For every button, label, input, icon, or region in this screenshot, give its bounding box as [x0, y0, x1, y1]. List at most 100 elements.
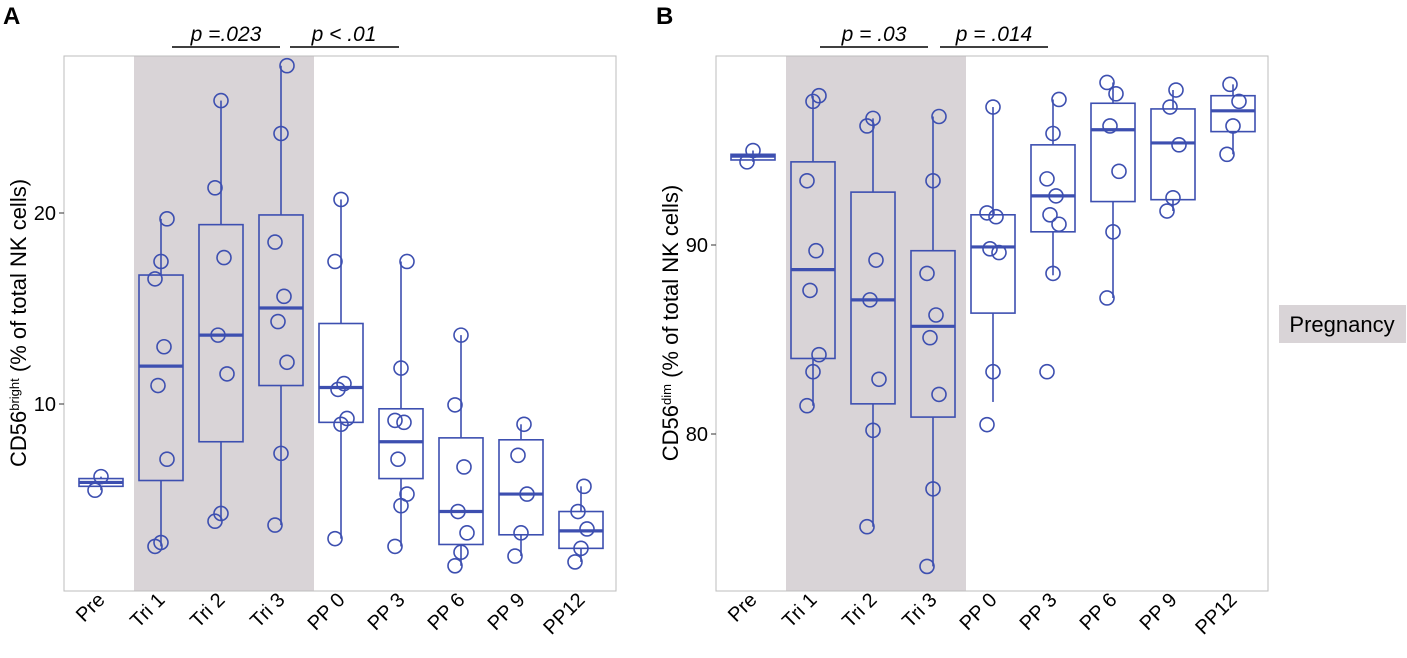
panel-b-pp0-point: [979, 205, 995, 221]
panel-b-pp6-point: [1105, 224, 1121, 240]
panel-a-pp6-point: [453, 544, 469, 561]
panel-b-tri1-point: [811, 87, 827, 104]
panel-b-pp3-point: [1048, 188, 1064, 204]
panel-b-pp9-point: [1171, 137, 1187, 153]
panel-b-ytick-label: 80: [686, 424, 708, 446]
panel-b-tri2-box: [850, 191, 896, 405]
panel-b-tri3-point: [925, 172, 941, 189]
panel-a-pre-point: [93, 468, 109, 485]
panel-a-tri3-point: [273, 445, 289, 462]
panel-b-pp3-point: [1039, 171, 1055, 187]
panel-a-pp9-point: [513, 525, 529, 541]
panel-b-tri2-point: [868, 252, 884, 268]
panel-a-pp0-point: [327, 253, 343, 270]
panel-b-pp6-point: [1099, 74, 1115, 91]
panel-b-tri3-point: [919, 265, 935, 282]
panel-b-pp0-point: [991, 244, 1007, 261]
panel-b-pp0-point: [982, 241, 998, 257]
panel-b-pp9-box: [1150, 108, 1196, 201]
panel-b-pre-point: [745, 142, 761, 159]
panel-b-tri1-point: [805, 93, 821, 110]
panel-a-pp0-point: [330, 381, 346, 398]
panel-b-tri1-point: [799, 172, 815, 189]
panel-a-pp0-point: [339, 410, 355, 427]
panel-b-pp0-point: [979, 416, 995, 433]
panel-a: A 10 20 CD56bright (% of total NK cells)…: [3, 3, 617, 639]
panel-a-label: A: [3, 3, 20, 30]
panel-a-pp3-point: [396, 414, 412, 431]
panel-a-xtick-label: Tri 2: [186, 589, 229, 632]
panel-b-pp0-box: [970, 213, 1016, 314]
panel-b-xtick-label: Tri 3: [898, 589, 941, 632]
panel-a-xtick-label: PP 0: [304, 589, 350, 635]
panel-b-pp0-point: [985, 99, 1001, 115]
panel-a-pp9-box: [498, 439, 544, 536]
panel-a-pp0-point: [333, 416, 349, 433]
panel-a-pp6-point: [453, 327, 469, 343]
panel-b-pp0-point: [985, 363, 1001, 380]
panel-b-xtick-label: PP 3: [1016, 589, 1062, 635]
panel-a-pp12-point: [576, 478, 592, 495]
panel-b-shade: [786, 56, 966, 591]
panel-b-xtick-label: Tri 1: [778, 589, 821, 632]
panel-b-ylabel-rest: (% of total NK cells): [658, 185, 683, 384]
panel-b-pp9-point: [1162, 99, 1178, 115]
panel-a-pre-point: [87, 482, 103, 499]
panel-a-tri2-point: [213, 505, 229, 522]
panel-b-pp9-point: [1165, 189, 1181, 206]
panel-b-pp6-point: [1111, 163, 1127, 180]
panel-b: B 80 90 CD56dim (% of total NK cells) p …: [656, 3, 1269, 639]
panel-b-pp3-point: [1042, 206, 1058, 223]
panel-b-tri3-point: [922, 329, 938, 346]
panel-a-tri2-point: [207, 513, 223, 530]
panel-a-pp0-point: [336, 375, 352, 392]
panel-a-tri3-point: [273, 125, 289, 142]
panel-a-tri1-point: [159, 211, 175, 227]
panel-b-tri3-box: [910, 249, 956, 418]
panel-b-pp6-point: [1108, 86, 1124, 102]
panel-b-xtick-label: PP 6: [1076, 589, 1122, 635]
panel-a-tri1-point: [153, 534, 169, 551]
panel-a-pp0-point: [327, 530, 343, 547]
panel-a-marks: [78, 57, 604, 574]
panel-a-xtick-label: PP 3: [364, 589, 410, 635]
panel-a-tri1-point: [156, 338, 172, 355]
panel-b-pp12-box: [1210, 94, 1256, 133]
panel-a-pp12-point: [570, 503, 586, 520]
panel-a-pp12-point: [573, 540, 589, 557]
panel-a-ylabel-main: CD56: [6, 411, 31, 467]
panel-b-xtick-label: PP12: [1191, 589, 1241, 639]
panel-a-tri3-point: [279, 57, 295, 74]
panel-a-pp12-point: [567, 554, 583, 570]
panel-b-xtick-label: PP 9: [1136, 589, 1182, 635]
panel-a-xtick-label: PP12: [539, 589, 589, 639]
panel-b-pp9-point: [1168, 82, 1184, 98]
panel-b-tri3-point: [925, 481, 941, 497]
panel-a-tri3-point: [279, 354, 295, 371]
panel-b-label: B: [656, 3, 673, 30]
panel-a-pp3-point: [390, 451, 406, 467]
panel-b-pp3-point: [1045, 125, 1061, 142]
panel-a-pp3-point: [399, 253, 415, 270]
panel-a-tri3-point: [270, 313, 286, 330]
panel-a-pvalue-2: p < .01: [311, 23, 377, 46]
panel-a-pp3-point: [393, 360, 409, 376]
panel-b-pvalue-2: p = .014: [955, 23, 1032, 46]
panel-b-pp3-point: [1045, 265, 1061, 282]
panel-a-pp3-box: [378, 407, 424, 480]
panel-b-pp9-point: [1159, 203, 1175, 219]
panel-a-ytick-label: 10: [34, 394, 56, 416]
panel-a-pp3-point: [387, 538, 403, 555]
panel-a-tri2-point: [216, 249, 232, 266]
panel-b-pp12-point: [1231, 93, 1247, 110]
panel-b-pp12-point: [1225, 118, 1241, 134]
panel-a-pvalue-1: p =.023: [190, 23, 262, 46]
legend-key: [1279, 305, 1406, 343]
panel-a-ylabel-rest: (% of total NK cells): [6, 179, 31, 378]
panel-b-tri1-point: [799, 397, 815, 414]
panel-b-xtick-label: PP 0: [956, 589, 1002, 635]
panel-a-pp6-point: [447, 397, 463, 413]
panel-b-tri1-point: [811, 346, 827, 363]
panel-a-tri3-point: [267, 234, 283, 250]
